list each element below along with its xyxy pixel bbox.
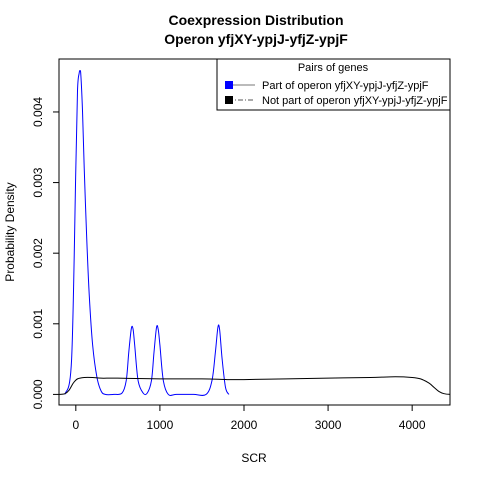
x-tick-label: 4000 — [399, 418, 426, 432]
series-line-1 — [58, 376, 451, 395]
legend-swatch-operon — [225, 81, 233, 89]
y-tick-label: 0.004 — [31, 97, 45, 127]
y-tick-label: 0.003 — [31, 167, 45, 197]
y-axis-label: Probability Density — [3, 182, 17, 281]
x-tick-label: 2000 — [231, 418, 258, 432]
plot-frame — [58, 58, 451, 406]
legend-label-non-operon: Not part of operon yfjXY-ypjJ-yfjZ-ypjF — [262, 95, 448, 107]
x-axis: 0 1000 2000 3000 4000 — [72, 405, 426, 432]
chart-subtitle: Operon yfjXY-ypjJ-yfjZ-ypjF — [164, 31, 348, 47]
x-tick-label: 3000 — [315, 418, 342, 432]
y-tick-label: 0.001 — [31, 308, 45, 338]
legend-swatch-non-operon — [225, 96, 233, 104]
y-tick-label: 0.000 — [31, 379, 45, 409]
series-line-0 — [64, 70, 230, 396]
y-axis: 0.000 0.001 0.002 0.003 0.004 — [31, 97, 59, 409]
plot-lines — [58, 70, 451, 396]
legend-box — [216, 58, 451, 111]
x-axis-label: SCR — [241, 451, 267, 465]
legend: Pairs of genes Part of operon yfjXY-ypjJ… — [216, 58, 451, 111]
x-tick-label: 0 — [72, 418, 79, 432]
y-tick-label: 0.002 — [31, 238, 45, 268]
x-tick-label: 1000 — [147, 418, 174, 432]
legend-label-operon: Part of operon yfjXY-ypjJ-yfjZ-ypjF — [262, 80, 429, 92]
legend-title: Pairs of genes — [298, 62, 369, 74]
chart-title: Coexpression Distribution — [168, 12, 343, 28]
